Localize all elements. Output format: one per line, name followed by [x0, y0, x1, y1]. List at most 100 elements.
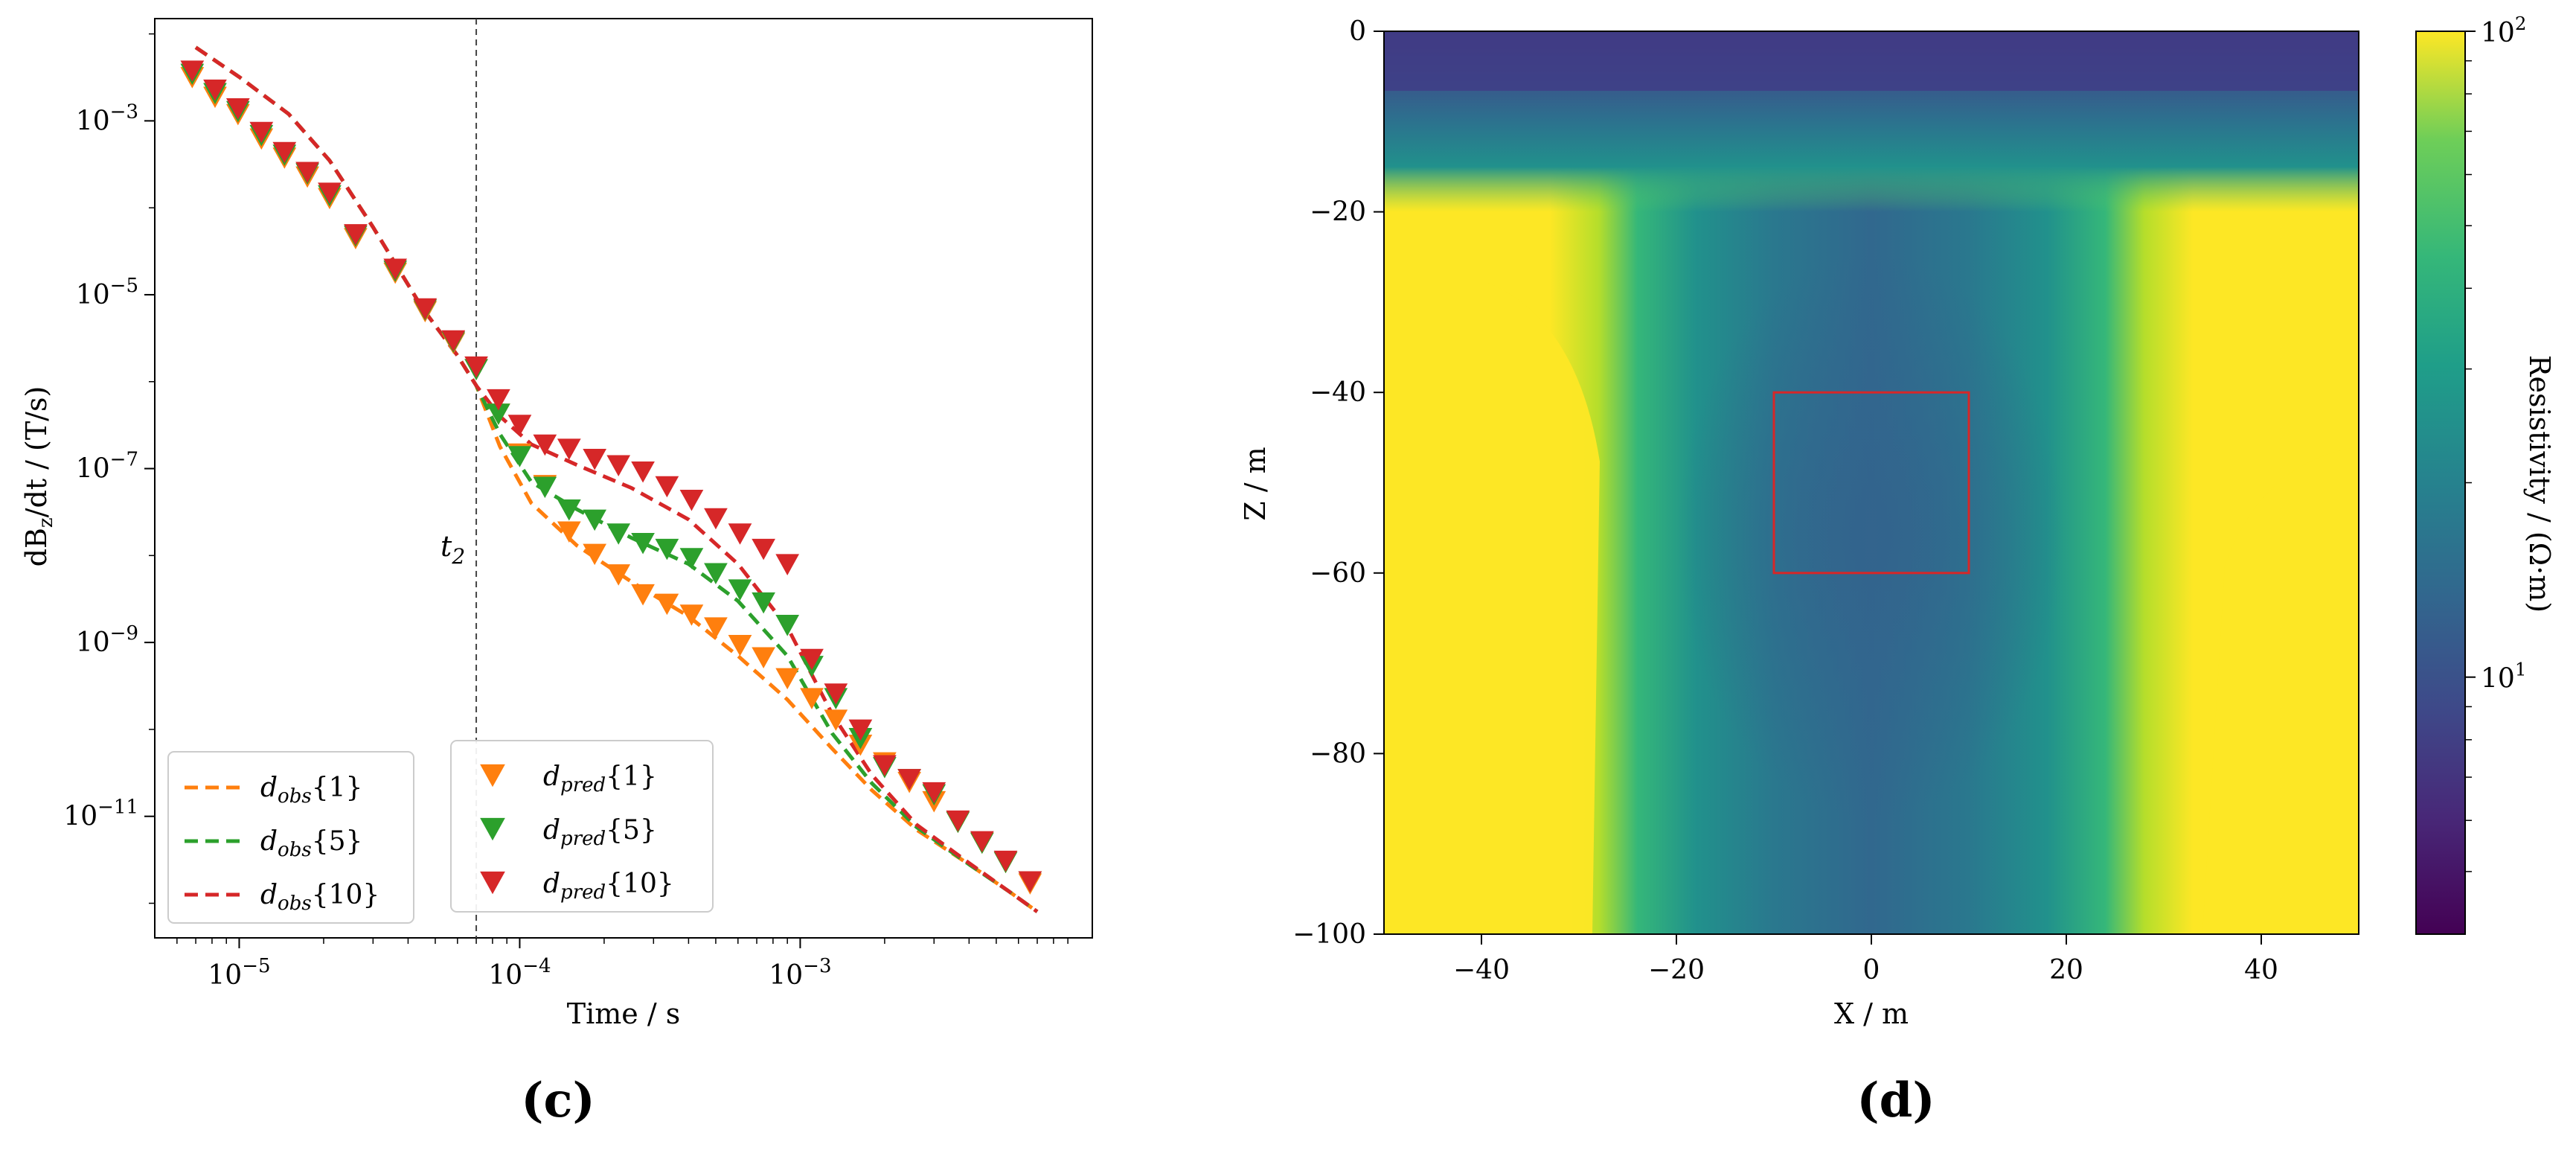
pred-marker-s1 [728, 579, 752, 601]
heatmap-left-lobe [1384, 283, 1600, 934]
x-tick-label-d: −20 [1648, 955, 1705, 986]
pred-marker-s0 [679, 604, 704, 626]
pred-marker-s2 [344, 224, 368, 246]
pred-marker-s2 [728, 523, 752, 545]
legend-entry: dobs{10} [260, 880, 379, 915]
legend-swatch-triangle [480, 817, 505, 841]
x-axis-label-c: Time / s [567, 997, 680, 1030]
x-tick-label-c: 10−3 [769, 955, 831, 991]
y-axis-label-c: dBz/dt / (T/s) [20, 386, 57, 567]
y-tick-label-d: 0 [1349, 16, 1366, 47]
legend-entry: dpred{1} [543, 761, 657, 796]
pred-marker-s2 [824, 683, 848, 705]
obs-series-line-1 [194, 45, 1039, 913]
x-tick-label-d: −40 [1453, 955, 1510, 986]
obs-series-line-0 [194, 45, 1039, 913]
pred-marker-s0 [606, 564, 631, 586]
pred-marker-s0 [631, 584, 655, 606]
pred-marker-s0 [775, 668, 800, 690]
panel-c: 10−5 10−4 10−3 10−3 10−5 10−7 10−9 10−11 t2 dobs… [20, 18, 1093, 1128]
y-tick-label-d: −100 [1292, 919, 1366, 950]
legend-entry: dpred{10} [543, 869, 674, 904]
x-tick-label-d: 20 [2049, 955, 2083, 986]
pred-marker-s2 [249, 121, 274, 144]
panel-label-d: (d) [1856, 1073, 1935, 1128]
pred-marker-s2 [704, 508, 728, 530]
y-tick-label-c: 10−5 [76, 275, 138, 310]
pred-marker-s2 [946, 810, 970, 832]
pred-marker-s0 [704, 617, 728, 639]
pred-marker-s1 [679, 548, 704, 569]
colorbar-tick-label: 102 [2481, 13, 2526, 48]
pred-marker-s1 [606, 523, 631, 545]
y-tick-label-c: 10−3 [76, 100, 138, 136]
legend-entry: dpred{5} [543, 815, 657, 850]
pred-marker-s2 [533, 434, 557, 456]
pred-marker-s0 [557, 521, 581, 543]
panel-label-c: (c) [521, 1073, 595, 1128]
pred-marker-s2 [318, 182, 342, 204]
y-tick-label-d: −60 [1310, 558, 1366, 589]
pred-marker-s2 [873, 755, 897, 776]
pred-marker-s0 [583, 543, 607, 566]
pred-marker-s1 [655, 538, 679, 560]
heatmap [1384, 31, 2359, 934]
y-tick-label-c: 10−11 [63, 796, 138, 832]
legend-observed [167, 751, 414, 924]
y-tick-label-d: −40 [1310, 377, 1366, 408]
pred-marker-s0 [655, 593, 679, 616]
pred-marker-s2 [606, 455, 631, 476]
colorbar-tick-label: 101 [2481, 659, 2526, 694]
pred-marker-s2 [655, 476, 679, 498]
pred-marker-s1 [533, 476, 557, 499]
x-axis-label-d: X / m [1834, 997, 1909, 1030]
pred-marker-s2 [993, 850, 1018, 872]
legend-swatch-triangle [480, 871, 505, 895]
pred-marker-s2 [775, 554, 800, 575]
y-tick-label-c: 10−7 [76, 449, 138, 485]
x-tick-label-c: 10−4 [488, 955, 551, 991]
pred-marker-s2 [441, 330, 466, 352]
heatmap-right-lobe [2202, 447, 2359, 934]
pred-marker-s2 [922, 782, 946, 804]
pred-marker-s1 [507, 446, 532, 467]
t2-label: t2 [440, 530, 465, 569]
pred-marker-s2 [557, 438, 581, 460]
pred-marker-s2 [583, 448, 607, 470]
pred-marker-s2 [507, 415, 532, 436]
pred-marker-s2 [679, 489, 704, 511]
pred-marker-s1 [557, 499, 581, 521]
pred-marker-s2 [203, 79, 227, 101]
pred-marker-s2 [487, 389, 510, 411]
y-tick-label-c: 10−9 [76, 622, 138, 658]
y-axis-label-d: Z / m [1239, 447, 1272, 520]
pred-marker-s0 [752, 647, 775, 668]
pred-marker-s2 [752, 538, 775, 560]
pred-marker-s1 [631, 533, 655, 555]
panel-d: −40 −20 0 20 40 0 −20 −40 −60 −80 −100 101 102 X / … [1239, 13, 2556, 1128]
legend-swatch-triangle [480, 764, 505, 788]
pred-marker-s2 [800, 648, 824, 671]
pred-marker-s2 [383, 258, 408, 281]
pred-marker-s0 [800, 688, 824, 709]
y-tick-label-d: −20 [1310, 197, 1366, 228]
pred-marker-s1 [583, 509, 607, 531]
pred-marker-s2 [897, 769, 921, 790]
pred-marker-s2 [413, 298, 438, 320]
x-tick-label-d: 40 [2244, 955, 2278, 986]
pred-marker-s0 [728, 635, 752, 657]
legend-entry: dobs{1} [260, 773, 362, 808]
heatmap-surface-band [1384, 31, 2359, 91]
pred-marker-s1 [752, 592, 775, 614]
pred-marker-s1 [775, 615, 800, 636]
legend-predicted [450, 740, 714, 913]
pred-marker-s1 [704, 563, 728, 585]
pred-marker-s2 [464, 356, 488, 378]
pred-marker-s2 [631, 461, 655, 483]
x-tick-label-c: 10−5 [208, 955, 270, 991]
pred-marker-s2 [970, 831, 994, 853]
pred-marker-s2 [848, 719, 873, 741]
pred-marker-s2 [1018, 871, 1042, 892]
pred-marker-s2 [272, 141, 297, 164]
